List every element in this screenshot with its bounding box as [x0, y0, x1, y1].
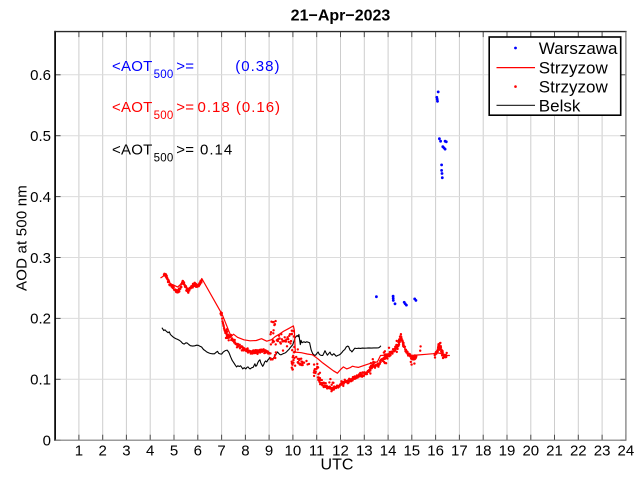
- svg-text:AOD at 500 nm: AOD at 500 nm: [14, 185, 31, 291]
- svg-text:8: 8: [241, 442, 249, 459]
- svg-text:Strzyzow: Strzyzow: [539, 59, 609, 78]
- svg-text:UTC: UTC: [321, 457, 354, 474]
- svg-text:14: 14: [380, 442, 397, 459]
- svg-text:23: 23: [594, 442, 611, 459]
- svg-text:7: 7: [217, 442, 225, 459]
- svg-text:Strzyzow: Strzyzow: [539, 78, 609, 97]
- svg-text:21−Apr−2023: 21−Apr−2023: [291, 7, 391, 24]
- svg-text:9: 9: [265, 442, 273, 459]
- svg-text:0.4: 0.4: [30, 189, 51, 206]
- svg-text:Belsk: Belsk: [539, 96, 581, 115]
- svg-text:0.3: 0.3: [30, 250, 51, 267]
- svg-text:<AOT500>=(0.38): <AOT500 >= (0.38): [112, 58, 280, 81]
- svg-text:<AOT500>=0.18 (0.16): <AOT500 >= 0.18 (0.16): [112, 99, 281, 122]
- svg-text:0.6: 0.6: [30, 67, 51, 84]
- svg-text:2: 2: [99, 442, 107, 459]
- svg-text:12: 12: [332, 442, 349, 459]
- svg-text:Warszawa: Warszawa: [539, 39, 618, 58]
- svg-text:1: 1: [75, 442, 83, 459]
- svg-text:10: 10: [285, 442, 302, 459]
- svg-text:0.5: 0.5: [30, 128, 51, 145]
- svg-text:21: 21: [546, 442, 563, 459]
- svg-text:6: 6: [194, 442, 202, 459]
- svg-text:19: 19: [499, 442, 516, 459]
- svg-text:<AOT500>=0.14: <AOT500 >= 0.14: [112, 142, 233, 165]
- svg-text:0.1: 0.1: [30, 372, 51, 389]
- svg-text:18: 18: [475, 442, 492, 459]
- svg-text:22: 22: [570, 442, 587, 459]
- svg-text:0.2: 0.2: [30, 311, 51, 328]
- svg-text:24: 24: [618, 442, 635, 459]
- svg-text:5: 5: [170, 442, 178, 459]
- svg-text:3: 3: [122, 442, 130, 459]
- svg-text:13: 13: [356, 442, 373, 459]
- svg-text:17: 17: [451, 442, 468, 459]
- svg-text:11: 11: [309, 442, 325, 459]
- svg-text:4: 4: [146, 442, 154, 459]
- svg-text:16: 16: [427, 442, 444, 459]
- svg-text:20: 20: [522, 442, 539, 459]
- svg-text:0: 0: [43, 433, 51, 450]
- svg-text:15: 15: [403, 442, 420, 459]
